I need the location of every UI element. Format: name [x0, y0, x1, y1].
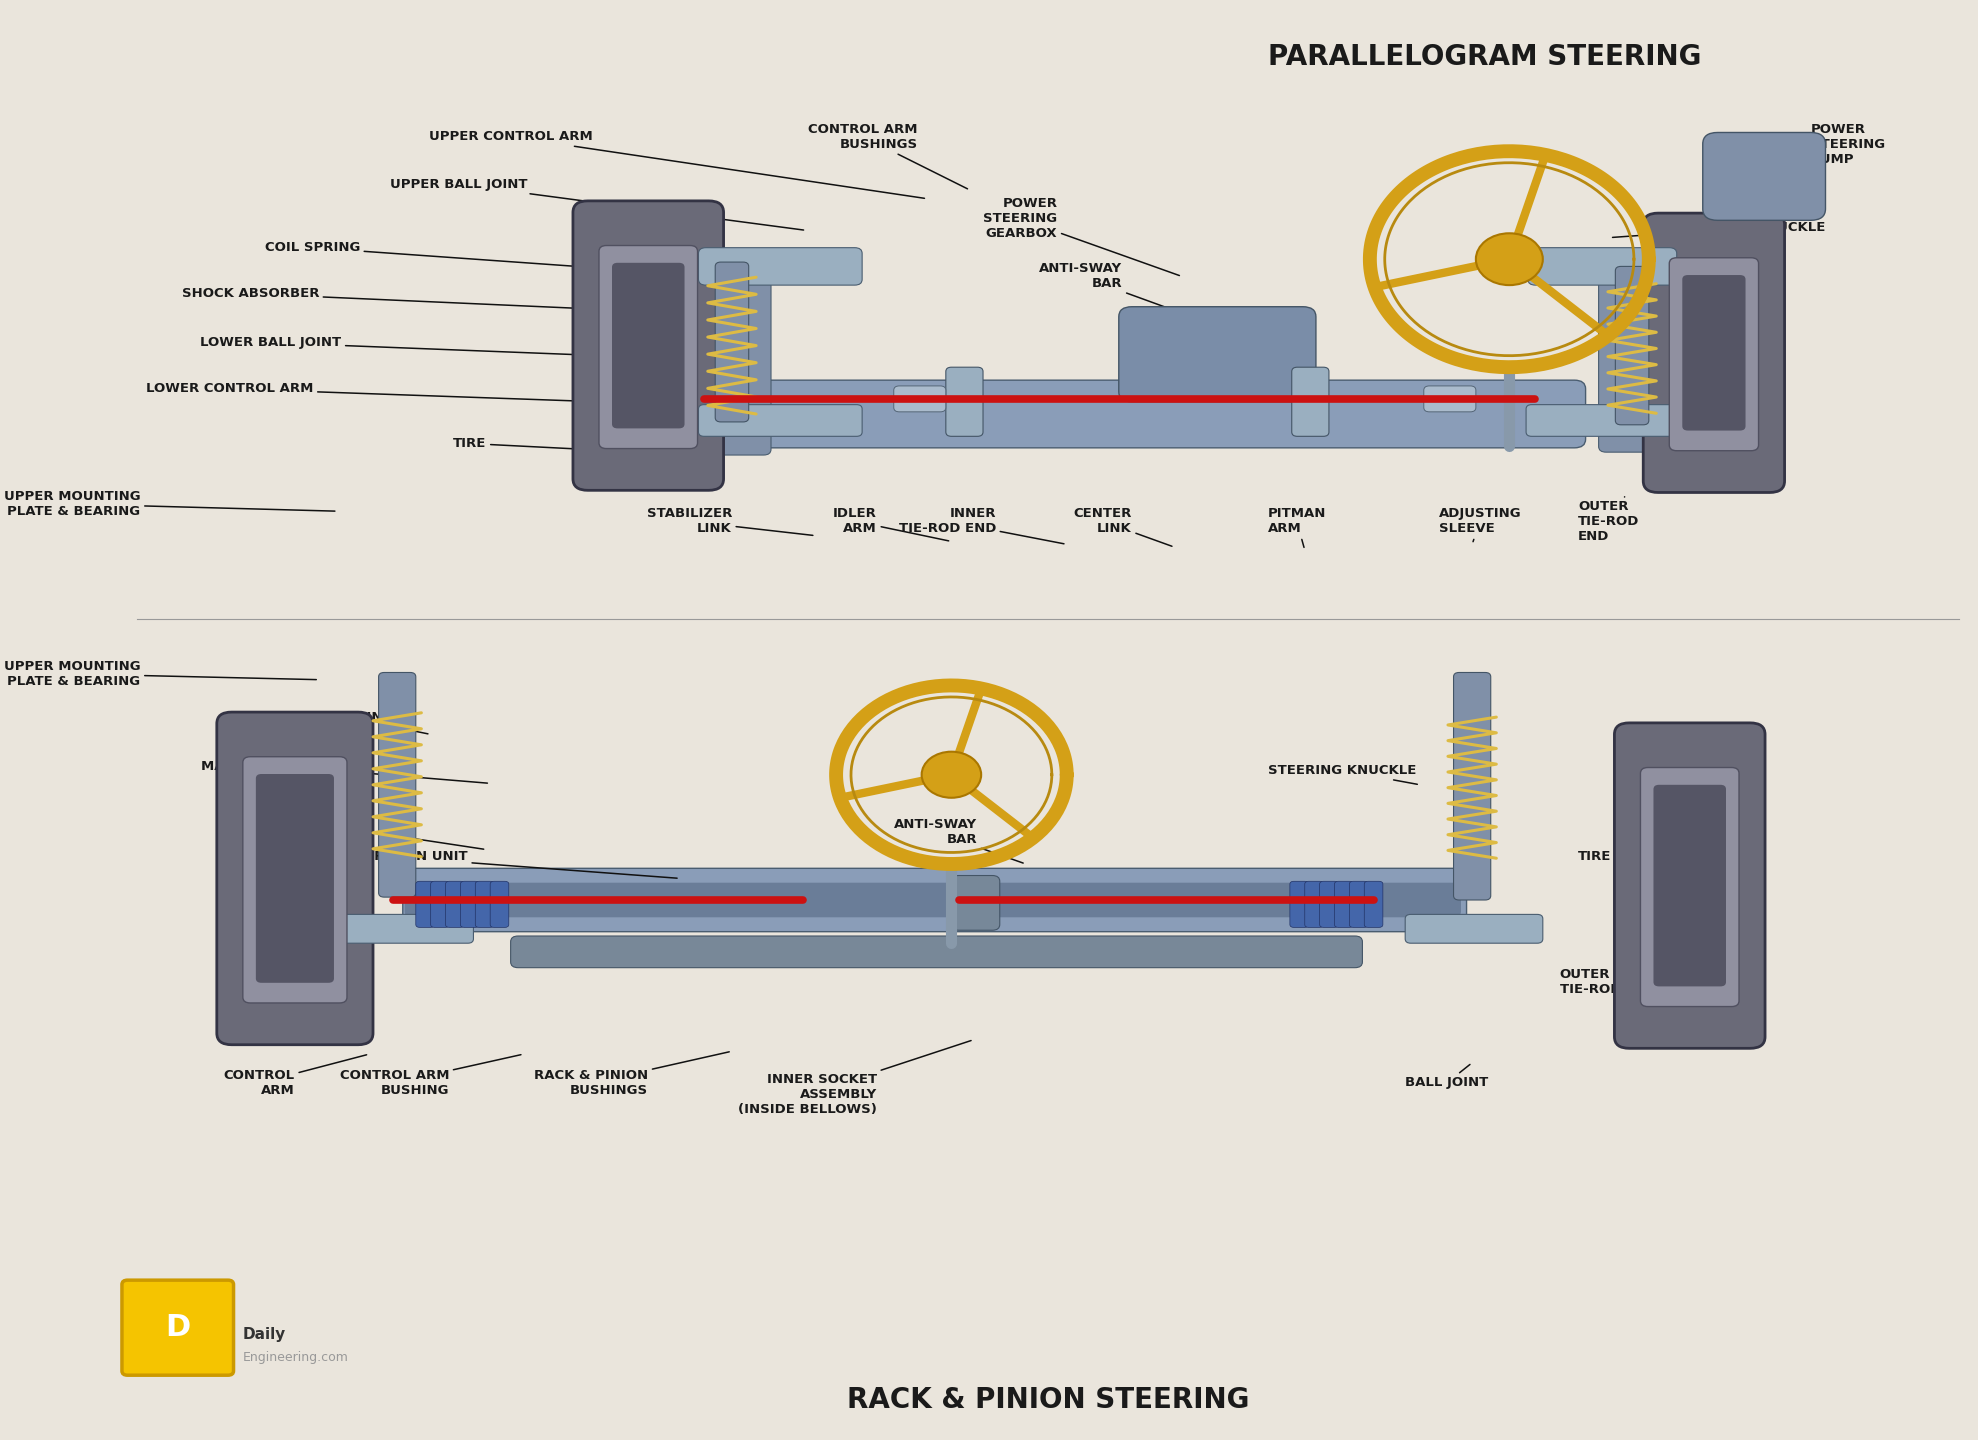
Text: ANTI-SWAY
BAR: ANTI-SWAY BAR: [1038, 262, 1209, 323]
Text: SHOCK ABSORBER: SHOCK ABSORBER: [182, 287, 702, 314]
FancyBboxPatch shape: [599, 246, 698, 449]
Text: IDLER
ARM: IDLER ARM: [833, 507, 949, 541]
Text: UPPER MOUNTING
PLATE & BEARING: UPPER MOUNTING PLATE & BEARING: [4, 660, 316, 688]
Text: ADJUSTING
SLEEVE: ADJUSTING SLEEVE: [1438, 507, 1521, 541]
Text: RACK & PINION
BUSHINGS: RACK & PINION BUSHINGS: [534, 1051, 730, 1097]
FancyBboxPatch shape: [1527, 248, 1677, 285]
FancyBboxPatch shape: [378, 672, 415, 897]
FancyBboxPatch shape: [945, 367, 983, 436]
Text: CONTROL
ARM: CONTROL ARM: [224, 1054, 366, 1097]
FancyBboxPatch shape: [1703, 132, 1826, 220]
FancyBboxPatch shape: [894, 386, 945, 412]
FancyBboxPatch shape: [431, 881, 449, 927]
Text: UPPER MOUNTING
PLATE & BEARING: UPPER MOUNTING PLATE & BEARING: [4, 490, 334, 518]
FancyBboxPatch shape: [336, 914, 473, 943]
FancyBboxPatch shape: [611, 264, 684, 429]
FancyBboxPatch shape: [405, 883, 1462, 917]
Text: MACPHERSON STRUT: MACPHERSON STRUT: [202, 759, 487, 783]
FancyBboxPatch shape: [1654, 785, 1727, 986]
FancyBboxPatch shape: [491, 881, 508, 927]
FancyBboxPatch shape: [1404, 914, 1543, 943]
Text: COIL SPRING: COIL SPRING: [299, 710, 427, 734]
Text: CONTROL ARM
BUSHING: CONTROL ARM BUSHING: [340, 1054, 520, 1097]
Text: POWER
STEERING
PUMP: POWER STEERING PUMP: [1743, 122, 1885, 174]
FancyBboxPatch shape: [574, 202, 724, 491]
FancyBboxPatch shape: [1290, 881, 1309, 927]
FancyBboxPatch shape: [1640, 768, 1739, 1007]
Text: STEERING KNUCKLE: STEERING KNUCKLE: [1268, 763, 1418, 785]
FancyBboxPatch shape: [415, 881, 435, 927]
FancyBboxPatch shape: [510, 936, 1363, 968]
Text: STEERING KNUCKLE: STEERING KNUCKLE: [1612, 220, 1826, 238]
FancyBboxPatch shape: [243, 757, 346, 1002]
FancyBboxPatch shape: [698, 248, 862, 285]
FancyBboxPatch shape: [123, 1280, 233, 1375]
Text: Daily: Daily: [243, 1328, 287, 1342]
FancyBboxPatch shape: [1365, 881, 1383, 927]
FancyBboxPatch shape: [1616, 266, 1650, 425]
Circle shape: [1476, 233, 1543, 285]
FancyBboxPatch shape: [1319, 881, 1339, 927]
Text: OUTER
TIE-ROD END: OUTER TIE-ROD END: [1559, 968, 1658, 1001]
Text: TIRE: TIRE: [453, 436, 667, 454]
Text: PITMAN
ARM: PITMAN ARM: [1268, 507, 1325, 547]
Text: LOWER CONTROL ARM: LOWER CONTROL ARM: [146, 382, 720, 406]
FancyBboxPatch shape: [698, 405, 862, 436]
FancyBboxPatch shape: [218, 713, 374, 1045]
FancyBboxPatch shape: [445, 881, 465, 927]
FancyBboxPatch shape: [1669, 258, 1758, 451]
Text: INNER SOCKET
ASSEMBLY
(INSIDE BELLOWS): INNER SOCKET ASSEMBLY (INSIDE BELLOWS): [738, 1041, 971, 1116]
Text: COIL SPRING: COIL SPRING: [265, 240, 716, 276]
Text: RACK & PINION UNIT: RACK & PINION UNIT: [313, 850, 676, 878]
FancyBboxPatch shape: [1292, 367, 1329, 436]
FancyBboxPatch shape: [1335, 881, 1353, 927]
FancyBboxPatch shape: [1527, 405, 1683, 436]
Text: CENTER
LINK: CENTER LINK: [1074, 507, 1171, 546]
Text: BELLOWS: BELLOWS: [279, 816, 485, 850]
FancyBboxPatch shape: [1644, 213, 1784, 492]
Text: UPPER BALL JOINT: UPPER BALL JOINT: [390, 177, 803, 230]
Text: POWER
STEERING
GEARBOX: POWER STEERING GEARBOX: [983, 197, 1179, 275]
Circle shape: [922, 752, 981, 798]
FancyBboxPatch shape: [1424, 386, 1476, 412]
Text: INNER
TIE-ROD END: INNER TIE-ROD END: [898, 507, 1064, 544]
Text: BALL JOINT: BALL JOINT: [1404, 1064, 1487, 1090]
FancyBboxPatch shape: [700, 264, 771, 455]
Text: PARALLELOGRAM STEERING: PARALLELOGRAM STEERING: [1268, 43, 1701, 71]
FancyBboxPatch shape: [461, 881, 479, 927]
Text: Engineering.com: Engineering.com: [243, 1351, 348, 1365]
Text: STABILIZER
LINK: STABILIZER LINK: [647, 507, 813, 536]
FancyBboxPatch shape: [475, 881, 494, 927]
FancyBboxPatch shape: [1614, 723, 1764, 1048]
FancyBboxPatch shape: [716, 262, 750, 422]
FancyBboxPatch shape: [712, 380, 1586, 448]
Text: UPPER CONTROL ARM: UPPER CONTROL ARM: [429, 130, 924, 199]
FancyBboxPatch shape: [1120, 307, 1315, 402]
Text: LOWER BALL JOINT: LOWER BALL JOINT: [200, 336, 710, 360]
Text: CONTROL ARM
BUSHINGS: CONTROL ARM BUSHINGS: [809, 122, 967, 189]
Text: RACK & PINION STEERING: RACK & PINION STEERING: [847, 1387, 1250, 1414]
FancyBboxPatch shape: [1305, 881, 1323, 927]
FancyBboxPatch shape: [951, 876, 999, 930]
Text: TIRE: TIRE: [1578, 850, 1632, 874]
FancyBboxPatch shape: [1683, 275, 1745, 431]
Text: ANTI-SWAY
BAR: ANTI-SWAY BAR: [894, 818, 1023, 863]
FancyBboxPatch shape: [1598, 271, 1665, 452]
Text: D: D: [164, 1313, 190, 1342]
FancyBboxPatch shape: [1454, 672, 1491, 900]
FancyBboxPatch shape: [1349, 881, 1369, 927]
FancyBboxPatch shape: [255, 775, 334, 984]
FancyBboxPatch shape: [404, 868, 1466, 932]
Text: OUTER
TIE-ROD
END: OUTER TIE-ROD END: [1578, 497, 1640, 543]
